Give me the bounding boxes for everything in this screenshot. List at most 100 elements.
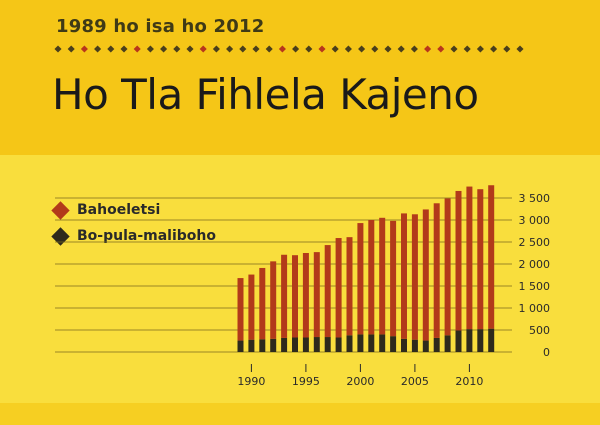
divider-dot [212, 45, 220, 53]
y-tick-label: 500 [529, 324, 550, 337]
bar-bo-pula-maliboho [466, 329, 473, 352]
bar-bahoeletsi [259, 267, 266, 340]
bar-bahoeletsi [488, 185, 495, 329]
bar-bo-pula-maliboho [346, 335, 353, 352]
bar-bo-pula-maliboho [390, 336, 397, 352]
bar-bahoeletsi [401, 213, 407, 339]
bar-bahoeletsi [368, 220, 375, 335]
legend-label-bahoeletsi: Bahoeletsi [77, 202, 161, 218]
x-tick-label: 2005 [401, 375, 429, 388]
bar-bo-pula-maliboho [237, 340, 244, 352]
dot-divider [54, 45, 524, 53]
y-tick-label: 1 000 [519, 302, 551, 315]
bar-bo-pula-maliboho [444, 335, 451, 352]
bar-bo-pula-maliboho [422, 340, 429, 352]
bar-bahoeletsi [357, 223, 364, 335]
bar-bahoeletsi [379, 217, 386, 335]
bar-bo-pula-maliboho [302, 337, 309, 352]
bar-bo-pula-maliboho [379, 334, 386, 352]
divider-dot [199, 45, 207, 53]
subtitle: 1989 ho isa ho 2012 [56, 16, 265, 37]
y-tick-label: 3 000 [519, 214, 551, 227]
bar-bahoeletsi [422, 209, 429, 341]
bar-bahoeletsi [313, 252, 320, 338]
divider-dot [490, 45, 498, 53]
bar-bo-pula-maliboho [292, 337, 298, 352]
bar-bo-pula-maliboho [313, 337, 320, 352]
divider-dot [397, 45, 405, 53]
divider-dot [318, 45, 326, 53]
divider-dot [437, 45, 445, 53]
bar-bo-pula-maliboho [335, 337, 342, 352]
divider-dot [133, 45, 141, 53]
y-tick-label: 2 500 [519, 236, 551, 249]
divider-dot [107, 45, 115, 53]
bar-bo-pula-maliboho [324, 337, 331, 352]
divider-dot [424, 45, 432, 53]
legend-item-bahoeletsi: Bahoeletsi [51, 198, 216, 222]
bar-bo-pula-maliboho [477, 329, 484, 352]
divider-dot [384, 45, 392, 53]
x-tick-label: 2010 [455, 375, 483, 388]
y-tick-label: 3 500 [519, 192, 551, 205]
bar-bo-pula-maliboho [401, 338, 407, 352]
bar-bo-pula-maliboho [357, 334, 364, 352]
bar-bahoeletsi [248, 274, 255, 340]
chart-legend: Bahoeletsi Bo-pula-maliboho [51, 198, 217, 250]
bar-bahoeletsi [444, 198, 451, 336]
bar-bo-pula-maliboho [270, 338, 277, 352]
bar-bo-pula-maliboho [433, 337, 440, 352]
divider-dot [371, 45, 379, 53]
divider-dot [186, 45, 194, 53]
bar-bahoeletsi [411, 214, 418, 340]
bar-bo-pula-maliboho [411, 339, 418, 352]
divider-dot [503, 45, 511, 53]
chart-band [0, 155, 600, 425]
y-tick-label: 0 [543, 346, 550, 359]
divider-dot [239, 45, 247, 53]
legend-item-bo-pula-maliboho: Bo-pula-maliboho [51, 224, 217, 248]
divider-dot [67, 45, 75, 53]
y-tick-label: 1 500 [519, 280, 551, 293]
bar-bahoeletsi [270, 261, 277, 339]
bar-bahoeletsi [292, 255, 298, 338]
y-tick-label: 2 000 [519, 258, 551, 271]
bar-bo-pula-maliboho [455, 330, 462, 352]
bar-bahoeletsi [335, 238, 342, 338]
bar-bo-pula-maliboho [368, 334, 375, 352]
divider-dot [173, 45, 181, 53]
x-tick-label: 1995 [292, 375, 320, 388]
bar-bahoeletsi [237, 278, 244, 341]
divider-dot [410, 45, 418, 53]
divider-dot [331, 45, 339, 53]
page-title: Ho Tla Fihlela Kajeno [52, 70, 479, 119]
bar-bahoeletsi [390, 220, 397, 337]
divider-dot [292, 45, 300, 53]
x-tick-label: 1990 [237, 375, 265, 388]
divider-dot [278, 45, 286, 53]
divider-dot [476, 45, 484, 53]
divider-dot [463, 45, 471, 53]
divider-dot [358, 45, 366, 53]
divider-dot [226, 45, 234, 53]
header-band [0, 0, 600, 155]
divider-dot [344, 45, 352, 53]
bar-bahoeletsi [324, 245, 331, 338]
bar-bahoeletsi [433, 203, 440, 338]
bar-bahoeletsi [466, 186, 473, 330]
bar-bahoeletsi [302, 253, 309, 338]
footer-band [0, 403, 600, 425]
bar-bo-pula-maliboho [259, 339, 266, 352]
bar-bahoeletsi [346, 237, 353, 336]
bar-bo-pula-maliboho [488, 328, 495, 352]
bar-bahoeletsi [281, 254, 288, 338]
bar-bo-pula-maliboho [281, 337, 288, 352]
bar-bahoeletsi [477, 189, 484, 330]
x-tick-label: 2000 [346, 375, 374, 388]
bar-bo-pula-maliboho [248, 339, 255, 352]
divider-dot [516, 45, 524, 53]
legend-label-bo-pula-maliboho: Bo-pula-maliboho [77, 228, 217, 244]
bar-bahoeletsi [455, 190, 462, 331]
divider-dot [450, 45, 458, 53]
